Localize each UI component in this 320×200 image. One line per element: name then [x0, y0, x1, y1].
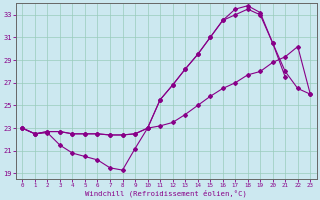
X-axis label: Windchill (Refroidissement éolien,°C): Windchill (Refroidissement éolien,°C): [85, 189, 247, 197]
